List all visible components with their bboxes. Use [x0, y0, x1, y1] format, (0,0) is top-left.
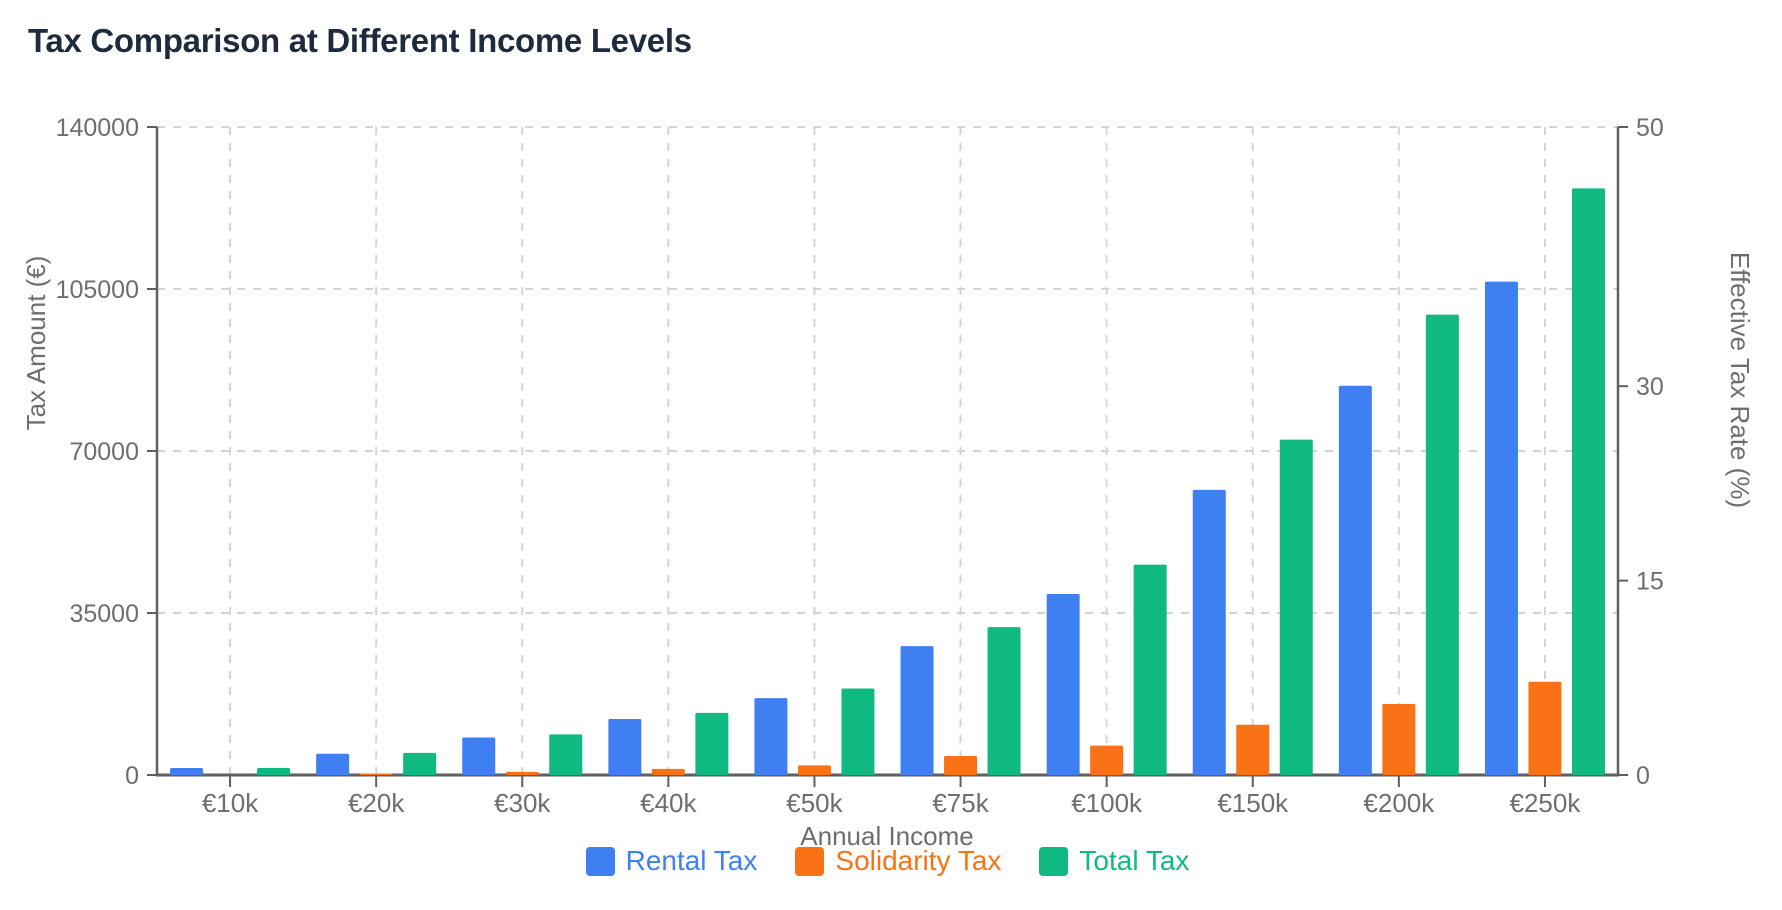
x-axis-category-label: €10k [202, 788, 259, 818]
y-axis-right-tick-label: 50 [1636, 114, 1664, 142]
bar-rental-tax-20k[interactable] [316, 753, 350, 775]
legend-swatch-icon [585, 846, 615, 876]
bar-rental-tax-250k[interactable] [1484, 281, 1518, 775]
y-axis-left-tick-label: 35000 [69, 600, 139, 628]
legend-label: Solidarity Tax [835, 845, 1002, 876]
y-axis-right-tick-label: 15 [1636, 568, 1664, 596]
x-axis-category-label: €30k [494, 788, 551, 818]
bar-rental-tax-150k[interactable] [1192, 489, 1226, 775]
bar-total-tax-40k[interactable] [695, 712, 729, 775]
x-axis-category-label: €100k [1071, 788, 1143, 818]
y-axis-left-tick-label: 140000 [56, 114, 139, 142]
bar-solidarity-tax-30k[interactable] [505, 771, 539, 775]
bar-total-tax-30k[interactable] [549, 734, 583, 775]
bar-total-tax-100k[interactable] [1133, 564, 1167, 775]
bar-total-tax-75k[interactable] [987, 627, 1021, 775]
bar-rental-tax-40k[interactable] [608, 718, 642, 775]
legend-item-total-tax[interactable]: Total Tax [1039, 845, 1189, 877]
legend-item-solidarity-tax[interactable]: Solidarity Tax [795, 845, 1001, 877]
bar-total-tax-250k[interactable] [1571, 188, 1605, 775]
legend-label: Total Tax [1079, 845, 1190, 876]
bar-solidarity-tax-75k[interactable] [944, 756, 978, 775]
x-axis-category-label: €150k [1217, 788, 1289, 818]
bar-total-tax-200k[interactable] [1425, 314, 1459, 775]
x-axis-category-label: €250k [1510, 788, 1582, 818]
bar-rental-tax-100k[interactable] [1046, 594, 1080, 775]
y-axis-left-tick-label: 0 [125, 762, 139, 790]
y-axis-right-tick-label: 0 [1636, 762, 1650, 790]
legend-item-rental-tax[interactable]: Rental Tax [585, 845, 758, 877]
chart-title: Tax Comparison at Different Income Level… [28, 22, 692, 59]
bar-rental-tax-30k[interactable] [462, 737, 496, 775]
legend-swatch-icon [795, 846, 825, 876]
chart-legend: Rental Tax Solidarity Tax Total Tax [157, 845, 1618, 877]
bar-total-tax-20k[interactable] [403, 752, 437, 775]
bar-total-tax-150k[interactable] [1279, 439, 1313, 775]
y-axis-left-title: Tax Amount (€) [21, 256, 51, 431]
bar-total-tax-10k[interactable] [257, 768, 291, 775]
bar-solidarity-tax-200k[interactable] [1382, 703, 1416, 775]
y-axis-right-tick-label: 30 [1636, 373, 1664, 401]
x-axis-category-label: €50k [786, 788, 843, 818]
bar-rental-tax-75k[interactable] [900, 646, 934, 775]
y-axis-left-tick-label: 105000 [56, 276, 139, 304]
x-axis-category-label: €75k [932, 788, 989, 818]
bar-solidarity-tax-50k[interactable] [797, 765, 831, 775]
y-axis-left-tick-label: 70000 [69, 438, 139, 466]
bar-solidarity-tax-250k[interactable] [1528, 681, 1562, 775]
bar-solidarity-tax-40k[interactable] [651, 768, 685, 775]
y-axis-right-title: Effective Tax Rate (%) [1725, 252, 1755, 508]
bar-solidarity-tax-150k[interactable] [1236, 724, 1270, 775]
bar-rental-tax-10k[interactable] [170, 768, 204, 775]
legend-swatch-icon [1039, 846, 1069, 876]
legend-label: Rental Tax [625, 845, 758, 876]
bar-total-tax-50k[interactable] [841, 688, 875, 775]
x-axis-category-label: €200k [1363, 788, 1435, 818]
x-axis-category-label: €20k [348, 788, 405, 818]
bar-rental-tax-200k[interactable] [1338, 385, 1372, 775]
bar-rental-tax-50k[interactable] [754, 698, 788, 775]
x-axis-title: Annual Income [800, 821, 973, 851]
bar-solidarity-tax-20k[interactable] [359, 773, 393, 776]
bar-solidarity-tax-100k[interactable] [1090, 745, 1124, 775]
x-axis-category-label: €40k [640, 788, 697, 818]
